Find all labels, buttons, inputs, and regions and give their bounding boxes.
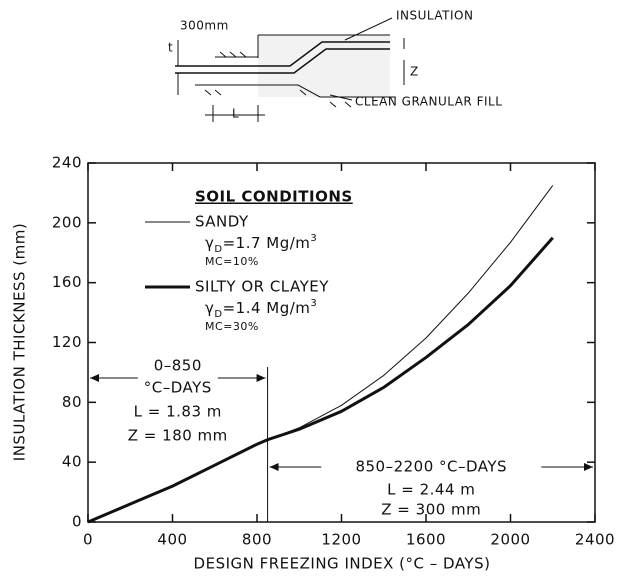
x-tick-label: 2000 bbox=[490, 531, 530, 549]
spacing-label: 300mm bbox=[180, 19, 229, 33]
y-tick-label: 80 bbox=[62, 393, 82, 411]
annotation: Z = 180 mm bbox=[128, 427, 228, 445]
y-tick-label: 240 bbox=[52, 154, 82, 172]
annotation: °C–DAYS bbox=[144, 379, 212, 397]
annotation: 850–2200 °C–DAYS bbox=[355, 458, 507, 476]
dim-line bbox=[177, 38, 405, 95]
x-axis-label: DESIGN FREEZING INDEX (°C – DAYS) bbox=[194, 555, 491, 573]
y-tick-label: 40 bbox=[62, 453, 82, 471]
y-axis-label: INSULATION THICKNESS (mm) bbox=[11, 223, 29, 461]
density-part: =1.7 Mg/m bbox=[223, 234, 311, 252]
insulation bbox=[175, 41, 390, 74]
insulation-label: INSULATION bbox=[396, 9, 473, 23]
x-tick-label: 800 bbox=[242, 531, 272, 549]
legend-moisture: MC=30% bbox=[205, 320, 259, 333]
dim-line bbox=[205, 105, 265, 122]
legend-density: γD=1.7 Mg/m3 bbox=[205, 233, 317, 255]
x-tick-label: 2400 bbox=[575, 531, 615, 549]
y-tick-label: 120 bbox=[52, 333, 82, 351]
diagram: 300mm INSULATION CLEAN GRANULAR FILL t Z… bbox=[168, 9, 502, 122]
density-part: D bbox=[214, 309, 222, 320]
density-part: 3 bbox=[310, 298, 317, 309]
annotation: L = 2.44 m bbox=[387, 481, 475, 499]
label-bg bbox=[137, 371, 218, 389]
y-tick-label: 0 bbox=[72, 513, 82, 531]
x-tick-label: 1200 bbox=[321, 531, 361, 549]
annotation: 0–850 bbox=[154, 357, 202, 375]
z-label: Z bbox=[410, 65, 419, 79]
legend-label: SILTY OR CLAYEY bbox=[195, 278, 329, 296]
hatch bbox=[204, 51, 352, 108]
legend-title: SOIL CONDITIONS bbox=[195, 188, 353, 206]
density-part: γ bbox=[205, 299, 214, 317]
line-series bbox=[87, 236, 554, 524]
legend-moisture: MC=10% bbox=[205, 255, 259, 268]
l-label: L bbox=[232, 107, 239, 121]
y-tick-label: 200 bbox=[52, 213, 82, 231]
leader bbox=[329, 94, 353, 101]
fill-outline bbox=[257, 34, 390, 58]
x-tick-label: 0 bbox=[83, 531, 93, 549]
x-tick-label: 400 bbox=[157, 531, 187, 549]
fill-label: CLEAN GRANULAR FILL bbox=[355, 95, 502, 109]
leader bbox=[344, 17, 393, 41]
annotation: L = 1.83 m bbox=[134, 403, 222, 421]
density-part: γ bbox=[205, 234, 214, 252]
x-tick-label: 1600 bbox=[406, 531, 446, 549]
label-bg bbox=[321, 458, 542, 476]
ground bbox=[195, 56, 395, 98]
t-label: t bbox=[168, 41, 173, 55]
annotation: Z = 300 mm bbox=[381, 501, 481, 519]
legend-label: SANDY bbox=[195, 213, 249, 231]
y-tick-label: 160 bbox=[52, 273, 82, 291]
density-part: 3 bbox=[310, 233, 317, 244]
density-part: =1.4 Mg/m bbox=[223, 299, 311, 317]
legend-density: γD=1.4 Mg/m3 bbox=[205, 298, 317, 320]
density-part: D bbox=[214, 244, 222, 255]
